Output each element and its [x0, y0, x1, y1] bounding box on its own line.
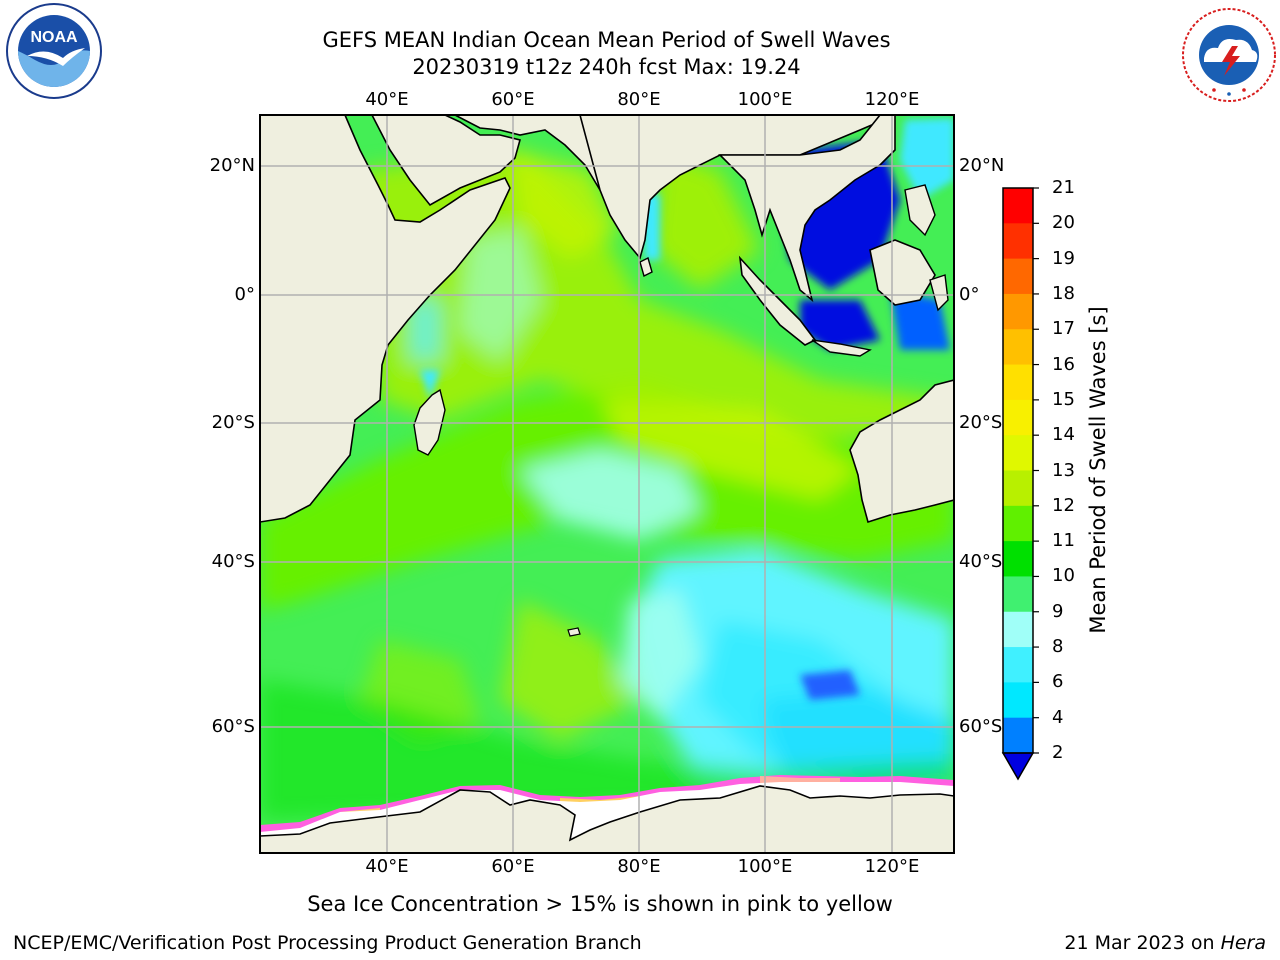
- footer-date: 21 Mar 2023 on Hera: [1064, 932, 1266, 954]
- footer-date-text: 21 Mar 2023 on: [1064, 932, 1221, 954]
- sri-lanka: [639, 256, 653, 278]
- colorbar-tick-label: 19: [1052, 247, 1075, 269]
- colorbar-band: [1003, 717, 1033, 754]
- lon-label-top-100e: 100°E: [737, 89, 793, 110]
- colorbar-tick-label: 2: [1052, 742, 1064, 763]
- sea-ice-note: Sea Ice Concentration > 15% is shown in …: [0, 892, 1280, 916]
- sea-ice-note-text: Sea Ice Concentration > 15% is shown in …: [307, 892, 893, 916]
- lon-label-bottom-80e: 80°E: [617, 856, 661, 877]
- india-land: [579, 115, 896, 260]
- arabia-land: [371, 115, 521, 207]
- borneo-land: [869, 239, 936, 306]
- colorbar-tick-labels: 2 4 6 8 9 10 11 12 13 14 15 16 17 18 19 20 21: [1052, 0, 1092, 960]
- colorbar-band: [1003, 647, 1033, 683]
- lat-label-right-20n: 20°N: [959, 155, 1005, 176]
- sulawesi-land: [929, 274, 949, 312]
- indochina-land: [718, 115, 896, 303]
- colorbar-band: [1003, 329, 1033, 366]
- lon-label-bottom-100e: 100°E: [737, 856, 793, 877]
- lat-label-left-eq: 0°: [234, 284, 255, 305]
- colorbar-tick-label: 6: [1052, 671, 1064, 693]
- colorbar-tick-label: 14: [1052, 424, 1075, 446]
- lat-label-left-20n: 20°N: [209, 155, 255, 176]
- antarctica-land: [260, 785, 954, 853]
- noaa-logo: NOAA: [5, 2, 103, 100]
- graticule: [260, 115, 954, 853]
- lon-label-top-80e: 80°E: [617, 89, 661, 110]
- colorbar-tick-label: 4: [1052, 706, 1064, 728]
- colorbar-band: [1003, 293, 1033, 330]
- colorbar-tick-label: 8: [1052, 636, 1064, 658]
- lon-label-bottom-120e: 120°E: [864, 856, 920, 877]
- noaa-logo-text: NOAA: [30, 29, 78, 46]
- colorbar: [1001, 187, 1039, 781]
- colorbar-band: [1003, 611, 1033, 648]
- nws-logo: [1180, 6, 1278, 104]
- plot-subtitle: 20230319 t12z 240h fcst Max: 19.24: [412, 55, 801, 79]
- colorbar-tick-label: 13: [1052, 459, 1075, 481]
- lon-label-top-40e: 40°E: [365, 89, 409, 110]
- colorbar-band: [1003, 470, 1033, 507]
- map-frame: [259, 114, 955, 854]
- lat-label-right-60s: 60°S: [959, 716, 1003, 737]
- lat-label-left-60s: 60°S: [211, 716, 255, 737]
- sumatra-land: [738, 255, 817, 346]
- colorbar-band: [1003, 505, 1033, 542]
- colorbar-title: Mean Period of Swell Waves [s]: [1086, 306, 1110, 634]
- java-land: [811, 339, 872, 357]
- colorbar-band: [1003, 399, 1033, 436]
- colorbar-extend-arrow: [1001, 752, 1035, 781]
- colorbar-tick-label: 9: [1052, 600, 1064, 622]
- colorbar-band: [1003, 576, 1033, 613]
- footer-credit: NCEP/EMC/Verification Post Processing Pr…: [13, 932, 642, 954]
- colorbar-tick-label: 11: [1052, 530, 1075, 552]
- philippines-land: [904, 184, 936, 237]
- africa-land: [260, 115, 511, 523]
- colorbar-band: [1003, 364, 1033, 401]
- lat-label-right-20s: 20°S: [959, 412, 1003, 433]
- colorbar-tick-label: 15: [1052, 388, 1075, 410]
- plot-title: GEFS MEAN Indian Ocean Mean Period of Sw…: [322, 28, 891, 52]
- colorbar-tick-label: 18: [1052, 282, 1075, 304]
- australia-land: [849, 379, 954, 524]
- lon-label-top-120e: 120°E: [864, 89, 920, 110]
- colorbar-tick-label: 16: [1052, 353, 1075, 375]
- colorbar-band: [1003, 682, 1033, 719]
- lon-label-top-60e: 60°E: [491, 89, 535, 110]
- colorbar-tick-label: 17: [1052, 318, 1075, 340]
- lat-label-right-eq: 0°: [959, 284, 980, 305]
- colorbar-band: [1003, 541, 1033, 577]
- colorbar-tick-label: 21: [1052, 177, 1075, 198]
- lat-label-left-40s: 40°S: [211, 551, 255, 572]
- colorbar-band: [1003, 435, 1033, 471]
- kerguelen-island: [567, 627, 581, 637]
- lon-label-bottom-60e: 60°E: [491, 856, 535, 877]
- colorbar-band: [1003, 258, 1033, 295]
- colorbar-tick-label: 10: [1052, 565, 1075, 587]
- colorbar-band: [1003, 223, 1033, 260]
- footer-machine: Hera: [1220, 932, 1266, 954]
- lon-label-bottom-40e: 40°E: [365, 856, 409, 877]
- lat-label-left-20s: 20°S: [211, 412, 255, 433]
- colorbar-tick-label: 20: [1052, 212, 1075, 234]
- colorbar-band: [1003, 188, 1033, 224]
- colorbar-tick-label: 12: [1052, 494, 1075, 516]
- lat-label-right-40s: 40°S: [959, 551, 1003, 572]
